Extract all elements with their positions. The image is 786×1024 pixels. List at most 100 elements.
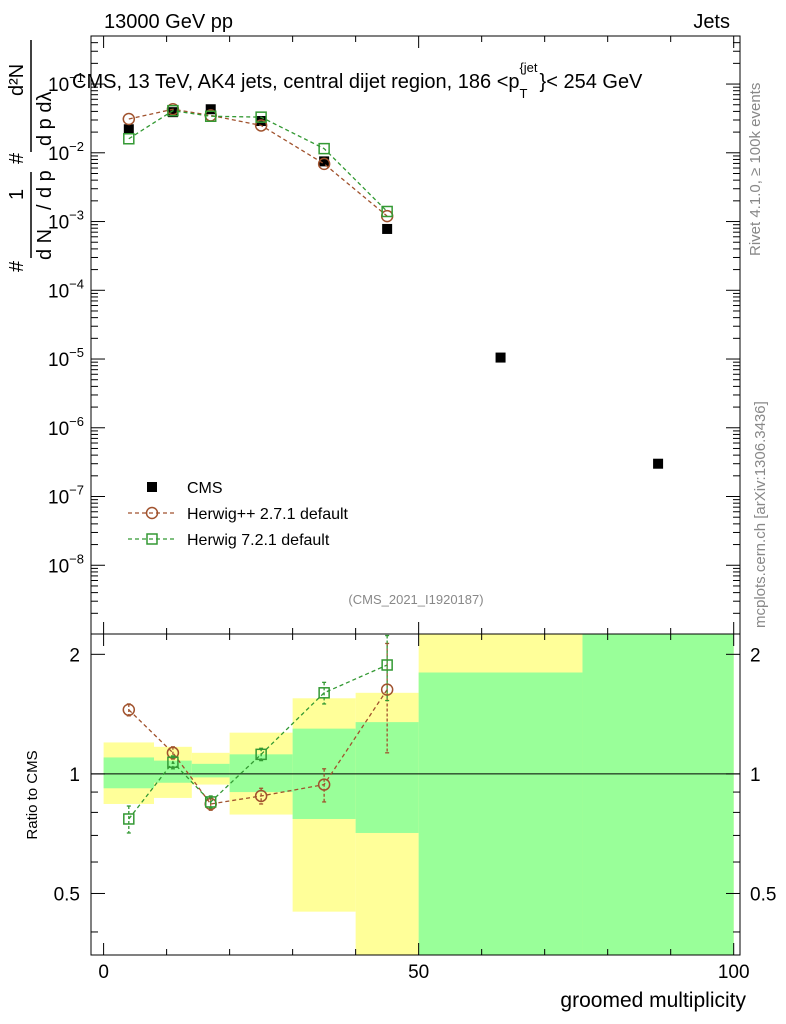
y-tick-label-exponent: −4 xyxy=(69,276,84,291)
y-tick-label--6: 10−6 xyxy=(48,414,84,440)
ratio-tick-label-left-1: 1 xyxy=(69,765,80,786)
main-point-herwig-7-2-1-default-2 xyxy=(204,110,217,123)
y-tick-label-base: 10 xyxy=(48,213,69,234)
main-point-herwig-2-7-1-default-0 xyxy=(122,112,136,126)
ratio-point-herwig-2-7-1-default-3 xyxy=(254,789,268,803)
ratio-tick-label-left-2: 2 xyxy=(69,645,80,666)
y-tick-label-base: 10 xyxy=(48,488,69,509)
data-point-cms-4 xyxy=(319,156,330,167)
ratio-point-herwig-7-2-1-default-5 xyxy=(381,659,393,671)
ratio-point-herwig-2-7-1-default-5 xyxy=(380,683,394,696)
main-point-herwig-2-7-1-default-4 xyxy=(317,157,331,171)
y-tick-label-base: 10 xyxy=(48,144,69,165)
ratio-point-herwig-7-2-1-default-4 xyxy=(318,687,330,699)
y-tick-label--1: 10−1 xyxy=(48,70,84,96)
ratio-point-herwig-2-7-1-default-4 xyxy=(317,778,331,791)
main-point-herwig-2-7-1-default-3 xyxy=(254,119,268,132)
y-tick-label-exponent: −8 xyxy=(69,551,84,566)
legend-label-cms: CMS xyxy=(187,480,223,497)
ratio-y-label: Ratio to CMS xyxy=(24,750,41,839)
main-point-herwig-7-2-1-default-5 xyxy=(381,205,393,218)
legend-marker-herwigpp xyxy=(145,506,159,520)
x-axis-label: groomed multiplicity xyxy=(560,989,746,1012)
y-tick-label--7: 10−7 xyxy=(48,483,84,509)
ratio-tick-label-right-1: 1 xyxy=(750,765,761,786)
y-tick-label-base: 10 xyxy=(48,281,69,302)
title-sub: T xyxy=(520,86,528,101)
header-process: Jets xyxy=(693,11,730,33)
data-point-cms-3 xyxy=(256,116,267,127)
uncertainty-band-green-2 xyxy=(191,763,230,778)
ylabel-dpt: d p xyxy=(34,170,56,198)
ratio-tick-label-left-0.5: 0.5 xyxy=(54,884,80,905)
x-tick-label-50: 50 xyxy=(408,962,429,983)
y-axis-label: # 1 d N / d p # d²N d p dλ xyxy=(6,40,56,272)
uncertainty-band-green-0 xyxy=(103,757,155,789)
main-point-herwig-7-2-1-default-1 xyxy=(167,104,179,117)
y-tick-label-base: 10 xyxy=(48,419,69,440)
ratio-point-herwig-7-2-1-default-1 xyxy=(167,756,179,768)
y-tick-label-exponent: −6 xyxy=(69,414,84,429)
mcplots-label: mcplots.cern.ch [arXiv:1306.3436] xyxy=(752,401,769,628)
main-point-herwig-7-2-1-default-0 xyxy=(123,133,135,145)
header-energy: 13000 GeV pp xyxy=(104,11,233,33)
data-point-cms-6 xyxy=(495,352,506,363)
y-tick-label--5: 10−5 xyxy=(48,345,84,371)
title-sup: {jet xyxy=(519,60,537,75)
uncertainty-band-green-6 xyxy=(418,672,583,955)
data-point-cms-1 xyxy=(167,107,178,118)
uncertainty-band-green-7 xyxy=(582,634,734,955)
y-tick-label-base: 10 xyxy=(48,350,69,371)
title-main: CMS, 13 TeV, AK4 jets, central dijet reg… xyxy=(72,71,520,93)
ratio-point-herwig-7-2-1-default-3 xyxy=(255,748,267,761)
ylabel-hash-numerator: # xyxy=(6,260,28,272)
plot-title: CMS, 13 TeV, AK4 jets, central dijet reg… xyxy=(72,60,643,101)
title-close: } xyxy=(540,71,547,93)
data-point-cms-7 xyxy=(653,458,664,469)
y-tick-label--2: 10−2 xyxy=(48,139,84,165)
ylabel-one: 1 xyxy=(6,189,28,200)
main-line-herwig-2-7-1-default xyxy=(128,108,388,217)
ylabel-hash-denominator: # xyxy=(6,152,28,164)
x-tick-label-100: 100 xyxy=(718,962,750,983)
ratio-plot-frame xyxy=(90,633,741,956)
y-tick-label-exponent: −1 xyxy=(69,70,84,85)
y-tick-label--3: 10−3 xyxy=(48,208,84,234)
y-tick-label-exponent: −3 xyxy=(69,208,84,223)
y-tick-label-base: 10 xyxy=(48,75,69,96)
ratio-point-herwig-7-2-1-default-0 xyxy=(123,813,135,825)
title-tail: < 254 GeV xyxy=(546,71,643,93)
data-series xyxy=(122,102,664,834)
ylabel-d2n: d²N xyxy=(6,64,28,96)
y-tick-label-exponent: −7 xyxy=(69,483,84,498)
ratio-bands xyxy=(103,634,734,955)
data-point-cms-5 xyxy=(382,223,393,234)
ratio-point-herwig-7-2-1-default-2 xyxy=(204,796,217,808)
legend-label-herwigpp: Herwig++ 2.7.1 default xyxy=(187,506,349,523)
ratio-point-herwig-2-7-1-default-0 xyxy=(122,703,136,717)
ratio-line-herwig-7-2-1-default xyxy=(128,664,388,820)
legend-label-herwig7: Herwig 7.2.1 default xyxy=(187,532,330,549)
main-line-herwig-7-2-1-default xyxy=(128,109,388,212)
ylabel-dpt-dlambda: d p dλ xyxy=(34,92,56,146)
ratio-tick-label-right-0.5: 0.5 xyxy=(750,884,776,905)
x-tick-label-0: 0 xyxy=(98,962,109,983)
rivet-version-label: Rivet 4.1.0, ≥ 100k events xyxy=(747,83,764,256)
legend-marker-herwig7 xyxy=(146,533,158,545)
ylabel-dn: d N xyxy=(34,229,56,260)
legend: CMS Herwig++ 2.7.1 default Herwig 7.2.1 … xyxy=(128,480,349,549)
ratio-tick-label-right-2: 2 xyxy=(750,645,761,666)
y-tick-label--4: 10−4 xyxy=(48,276,84,302)
y-tick-label--8: 10−8 xyxy=(48,551,84,577)
ylabel-slash: / xyxy=(34,204,56,210)
y-tick-label-exponent: −5 xyxy=(69,345,84,360)
ratio-line-herwig-2-7-1-default xyxy=(128,689,388,805)
main-point-herwig-7-2-1-default-4 xyxy=(318,142,330,155)
y-tick-label-base: 10 xyxy=(48,556,69,577)
y-tick-label-exponent: −2 xyxy=(69,139,84,154)
axis-tick-labels: 0 50 10010−110−210−310−410−510−610−710−80.… xyxy=(48,70,776,983)
legend-marker-cms xyxy=(147,482,157,492)
data-point-cms-0 xyxy=(123,124,134,135)
analysis-tag: (CMS_2021_I1920187) xyxy=(348,592,483,607)
